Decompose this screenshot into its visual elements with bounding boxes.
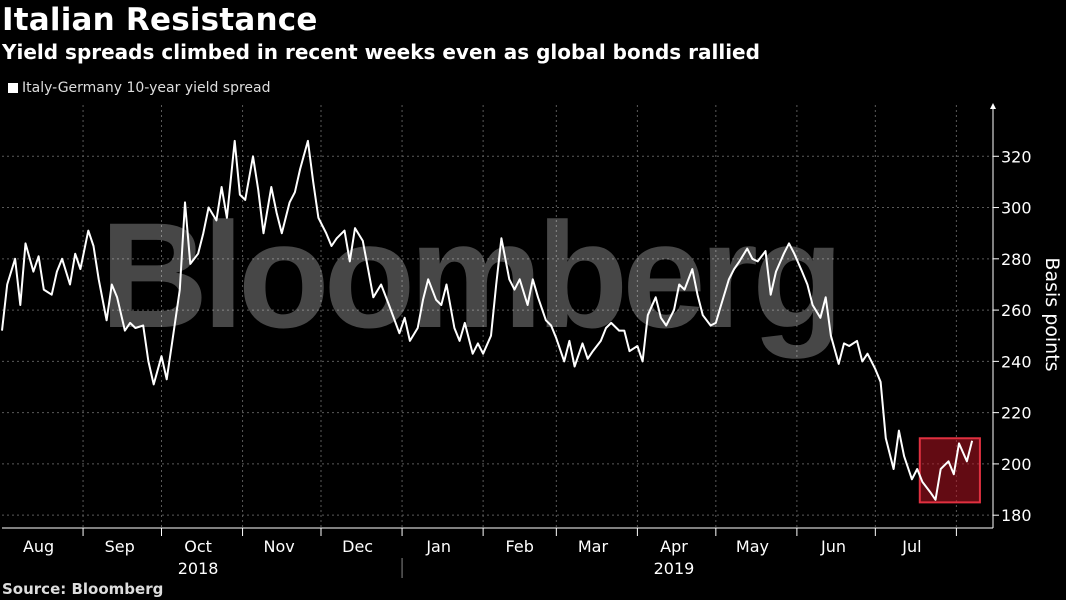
- y-axis-arrow: [990, 103, 996, 109]
- legend-label: Italy-Germany 10-year yield spread: [22, 80, 271, 96]
- x-tick-label: Mar: [578, 537, 609, 556]
- y-tick-label: 240: [1001, 352, 1032, 371]
- y-tick-label: 200: [1001, 455, 1032, 474]
- chart-subtitle: Yield spreads climbed in recent weeks ev…: [2, 40, 760, 64]
- grid-lines: [2, 105, 993, 528]
- year-label: 2018: [178, 559, 219, 578]
- axis-labels: 180 200 220 240 260 280 300 320 Aug Sep Oct Nov Dec J…: [23, 147, 1063, 578]
- x-tick-label: Aug: [23, 537, 54, 556]
- y-tick-label: 300: [1001, 199, 1032, 218]
- y-tick-label: 180: [1001, 506, 1032, 525]
- x-tick-label: Jan: [425, 537, 451, 556]
- y-tick-label: 220: [1001, 404, 1032, 423]
- x-tick-label: May: [736, 537, 769, 556]
- x-tick-label: Sep: [105, 537, 135, 556]
- y-tick-label: 320: [1001, 147, 1032, 166]
- x-tick-label: Dec: [342, 537, 373, 556]
- x-tick-label: Jun: [820, 537, 846, 556]
- x-tick-label: Feb: [506, 537, 534, 556]
- x-tick-label: Oct: [184, 537, 212, 556]
- y-axis-title: Basis points: [1041, 257, 1063, 371]
- y-tick-label: 260: [1001, 301, 1032, 320]
- y-tick-label: 280: [1001, 250, 1032, 269]
- year-label: 2019: [654, 559, 695, 578]
- source-note: Source: Bloomberg: [2, 580, 164, 598]
- x-tick-label: Apr: [660, 537, 688, 556]
- axes: [2, 103, 999, 578]
- x-tick-label: Jul: [901, 537, 921, 556]
- legend-swatch: [8, 83, 18, 93]
- legend: Italy-Germany 10-year yield spread: [8, 80, 271, 96]
- series-layer: [1, 139, 974, 501]
- chart-title: Italian Resistance: [2, 2, 318, 38]
- x-tick-label: Nov: [264, 537, 295, 556]
- spread-line: [1, 139, 974, 501]
